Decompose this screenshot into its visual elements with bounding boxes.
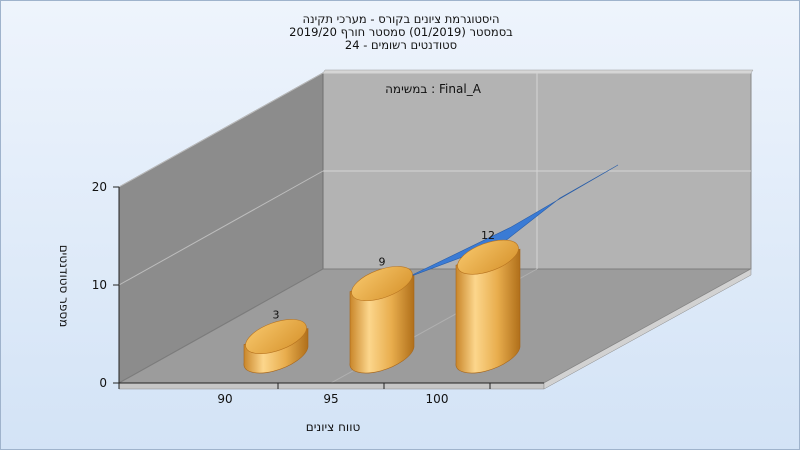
- chart-title-line-3: סטודנטים רשומים - 24: [344, 38, 458, 52]
- x-tick-label-90: 90: [217, 392, 232, 406]
- chart-title-line-2: בסמסטר (01/2019) סמסטר חורף 2019/20: [289, 25, 513, 39]
- gridline-side: [118, 170, 324, 286]
- floor-front-edge: [118, 382, 545, 390]
- bar-series: [243, 239, 521, 374]
- chart-title-line-1: היסטוגרמת ציונים בקורס - מערכי תקינה: [302, 12, 500, 26]
- axes: [113, 186, 544, 389]
- data-label-100: 12: [481, 229, 495, 242]
- data-label-95: 9: [379, 256, 386, 269]
- data-labels: 3 9 12: [273, 229, 496, 321]
- bar-90: [243, 319, 309, 374]
- x-tick-label-95: 95: [323, 392, 338, 406]
- bar-cap: [351, 266, 413, 302]
- y-tick-label: 20: [92, 180, 107, 194]
- y-tick-label: 0: [99, 376, 107, 390]
- x-tick-label-100: 100: [426, 392, 449, 406]
- y-axis-label: מספר סטודנטים: [57, 245, 71, 328]
- gridline-side: [118, 72, 324, 188]
- bar-100: [455, 239, 521, 374]
- x-axis-label: טווח ציונים: [306, 420, 361, 434]
- data-label-90: 3: [273, 309, 280, 322]
- bar-cap: [457, 239, 519, 275]
- y-tick-label: 10: [92, 278, 107, 292]
- bar-95: [349, 266, 415, 374]
- bar-cap: [245, 319, 307, 354]
- annotation-label: במשימה : Final_A: [385, 82, 482, 96]
- bar-body: [455, 248, 521, 374]
- tick-labels: 0 10 20 90 95 100: [92, 180, 449, 406]
- floor-right-edge: [543, 268, 752, 390]
